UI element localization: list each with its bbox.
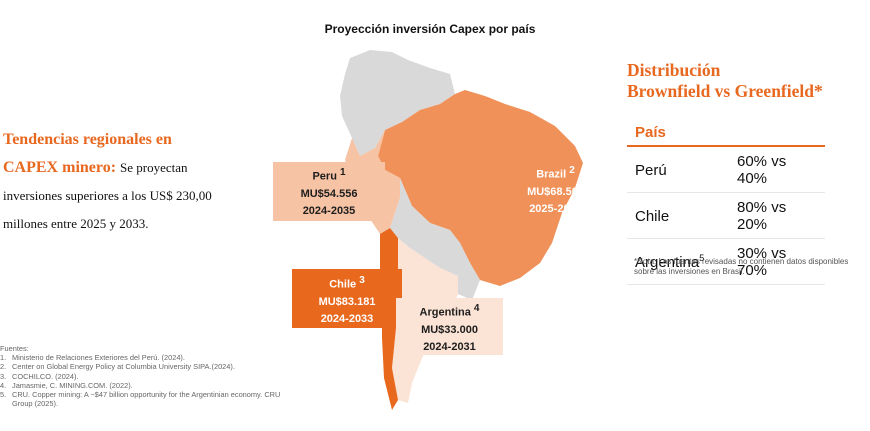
map-northern-countries — [340, 50, 455, 156]
argentina-label: Argentina 4 MU$33.000 2024-2031 — [396, 298, 503, 355]
brazil-label: Brazil 2 MU$68.500 2025-2029 — [527, 165, 584, 215]
distribution-note: *Nota: Las fuentes revisadas no contiene… — [634, 257, 849, 276]
source-item: 4. Jamasmie, C. MINING.COM. (2022). — [0, 380, 133, 390]
table-row: Perú 60% vs 40% — [627, 146, 825, 193]
map-bolivia-paraguay — [390, 178, 470, 276]
trends-body: inversiones superiores a los US$ 230,00 … — [3, 188, 212, 231]
chart-title: Proyección inversión Capex por país — [324, 22, 536, 36]
source-item: 2. Center on Global Energy Policy at Colu… — [0, 362, 235, 372]
peru-label: Peru 1 MU$54.556 2024-2035 — [273, 162, 385, 221]
chile-label: Chile 3 MU$83.181 2024-2033 — [292, 269, 402, 328]
trends-body-inline: Se proyectan — [120, 160, 188, 175]
distribution-title: Distribución Brownfield vs Greenfield* — [627, 60, 823, 101]
sources-list: Fuentes: 1. Ministerio de Relaciones Exte… — [0, 344, 300, 408]
trends-heading-capex: CAPEX minero: — [3, 159, 117, 176]
regional-trends-text: Tendencias regionales en CAPEX minero: S… — [3, 126, 228, 238]
table-row: Chile 80% vs 20% — [627, 192, 825, 239]
trends-heading: Tendencias regionales en — [3, 131, 172, 148]
source-item: 3. COCHILCO. (2024). — [0, 371, 79, 381]
sources-title: Fuentes: — [0, 344, 29, 353]
table-row: Argentina5 30% vs 70% — [627, 238, 825, 285]
source-item: 1. Ministerio de Relaciones Exteriores de… — [0, 353, 185, 363]
south-america-map — [340, 50, 583, 410]
table-header: País — [627, 118, 825, 147]
distribution-table: País Perú 60% vs 40% Chile 80% vs 20% Ar… — [627, 118, 825, 285]
map-brazil — [378, 90, 583, 286]
map-uruguay — [458, 263, 480, 300]
source-item: 5. CRU. Copper mining: A ~$47 billion opp… — [0, 390, 281, 409]
